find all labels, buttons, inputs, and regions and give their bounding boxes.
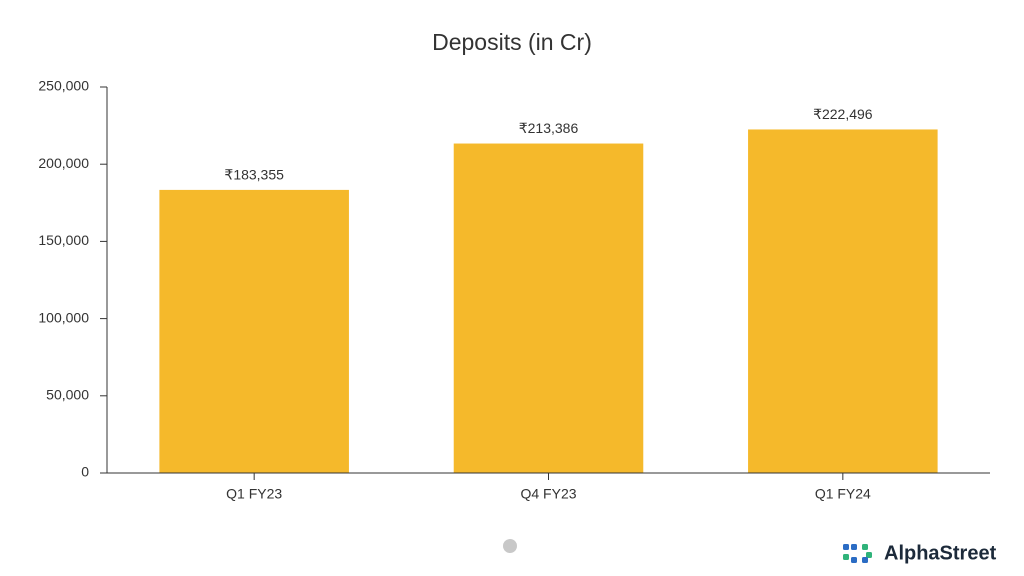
logo-icon <box>866 552 872 558</box>
data-label: ₹213,386 <box>519 120 579 136</box>
logo-icon <box>843 544 849 550</box>
y-tick-label: 100,000 <box>38 309 89 325</box>
y-tick-label: 200,000 <box>38 155 89 171</box>
chart-title: Deposits (in Cr) <box>432 29 592 55</box>
y-tick-label: 250,000 <box>38 78 89 94</box>
logo-icon <box>862 557 868 563</box>
data-label: ₹222,496 <box>813 106 873 122</box>
logo-icon <box>851 557 857 563</box>
x-tick-label: Q4 FY23 <box>520 486 576 502</box>
bar <box>748 129 938 473</box>
logo-icon <box>862 544 868 550</box>
x-tick-label: Q1 FY23 <box>226 486 282 502</box>
bar <box>453 143 644 473</box>
logo-text: AlphaStreet <box>884 542 997 564</box>
page-dot[interactable] <box>503 539 517 553</box>
x-tick-label: Q1 FY24 <box>815 486 871 502</box>
data-label: ₹183,355 <box>224 167 284 183</box>
y-tick-label: 0 <box>81 464 89 480</box>
y-tick-label: 50,000 <box>46 387 89 403</box>
y-tick-label: 150,000 <box>38 232 89 248</box>
logo-icon <box>851 544 857 550</box>
logo: AlphaStreet <box>843 542 997 564</box>
bar <box>159 189 349 473</box>
logo-icon <box>843 554 849 560</box>
